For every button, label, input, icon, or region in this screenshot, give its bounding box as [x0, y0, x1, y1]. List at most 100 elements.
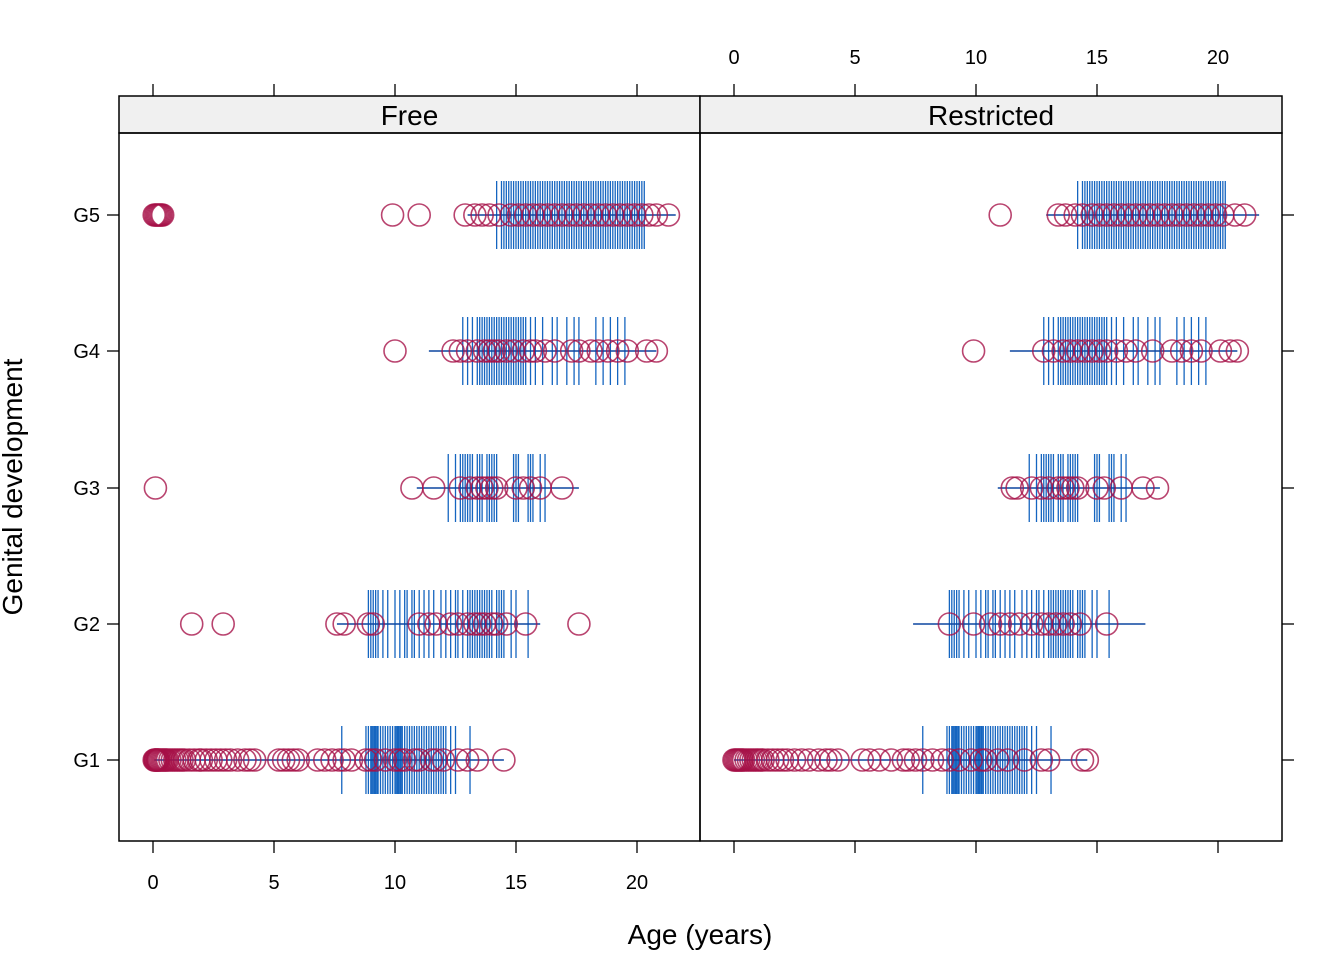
data-point	[150, 203, 175, 227]
data-point	[1114, 339, 1138, 363]
strip-label: Restricted	[928, 100, 1054, 131]
data-point	[891, 748, 916, 772]
data-point	[1051, 476, 1075, 500]
data-point	[1075, 748, 1100, 772]
data-point	[559, 339, 584, 363]
data-point	[358, 748, 383, 772]
data-point	[482, 339, 507, 363]
series-g5	[142, 181, 681, 249]
data-point	[1070, 748, 1095, 772]
panel-restricted: Restricted	[699, 95, 1283, 842]
data-point	[143, 476, 168, 500]
data-point	[1218, 339, 1242, 363]
data-point	[383, 339, 407, 363]
data-point	[920, 748, 945, 772]
data-point	[1160, 339, 1184, 363]
data-point	[332, 612, 356, 636]
data-point	[1061, 476, 1085, 500]
data-point	[756, 748, 780, 772]
data-point	[586, 339, 611, 363]
data-point	[615, 339, 640, 363]
data-point	[596, 339, 620, 363]
data-point	[339, 748, 364, 772]
data-point	[959, 748, 983, 772]
data-point	[494, 339, 519, 363]
data-point	[634, 339, 659, 363]
panels-layer: Free Restricted	[118, 95, 1283, 842]
data-point	[1065, 476, 1090, 500]
series-g4	[961, 317, 1250, 385]
x-tick-label: 15	[505, 872, 527, 894]
data-point	[770, 748, 795, 772]
data-point	[969, 748, 993, 772]
data-point	[511, 476, 536, 500]
data-point	[567, 612, 591, 636]
data-point	[1019, 476, 1044, 500]
data-point	[1046, 476, 1071, 500]
data-point	[225, 748, 250, 772]
data-point	[1005, 476, 1029, 500]
data-point	[1131, 476, 1155, 500]
data-point	[1196, 203, 1221, 227]
data-point	[492, 748, 516, 772]
data-point	[550, 476, 574, 500]
data-point	[470, 203, 494, 227]
data-point	[1223, 203, 1247, 227]
data-point	[465, 748, 490, 772]
data-point	[327, 748, 352, 772]
data-point	[453, 203, 477, 227]
data-point	[438, 612, 463, 636]
y-tick-label: G4	[73, 341, 100, 363]
series-g5	[988, 181, 1260, 249]
data-point	[1053, 203, 1078, 227]
data-point	[218, 748, 243, 772]
data-point	[567, 339, 591, 363]
data-point	[242, 748, 267, 772]
data-point	[1019, 612, 1044, 636]
data-point	[1068, 612, 1092, 636]
data-point	[407, 748, 432, 772]
data-point	[1094, 612, 1119, 636]
data-point	[446, 748, 470, 772]
data-point	[208, 748, 233, 772]
data-point	[1145, 476, 1170, 500]
data-point	[1225, 339, 1250, 363]
data-point	[806, 748, 831, 772]
data-point	[281, 748, 306, 772]
data-point	[479, 476, 504, 500]
data-point	[441, 339, 465, 363]
data-point	[487, 203, 511, 227]
data-point	[465, 476, 490, 500]
data-point	[407, 203, 432, 227]
data-point	[518, 339, 543, 363]
data-point	[407, 612, 432, 636]
data-point	[1232, 203, 1257, 227]
data-point	[961, 612, 986, 636]
data-point	[479, 612, 504, 636]
data-point	[1123, 339, 1148, 363]
data-point	[1046, 203, 1071, 227]
data-point	[1058, 612, 1083, 636]
data-point	[238, 748, 262, 772]
data-point	[523, 339, 548, 363]
data-point	[392, 748, 417, 772]
data-point	[1029, 748, 1054, 772]
data-point	[1063, 203, 1088, 227]
y-axis-title: Genital development	[0, 358, 28, 615]
series-g3	[997, 454, 1170, 522]
data-point	[1036, 748, 1061, 772]
data-point	[937, 612, 962, 636]
series-g3	[143, 454, 579, 522]
data-point	[373, 748, 398, 772]
data-point	[656, 203, 681, 227]
data-point	[637, 203, 661, 227]
data-point	[421, 476, 446, 500]
data-point	[1092, 476, 1117, 500]
series-g4	[383, 317, 669, 385]
data-point	[211, 612, 235, 636]
data-point	[325, 612, 349, 636]
data-point	[455, 748, 480, 772]
data-point	[1056, 476, 1080, 500]
y-tick-label: G5	[73, 205, 100, 227]
data-point	[1051, 612, 1075, 636]
